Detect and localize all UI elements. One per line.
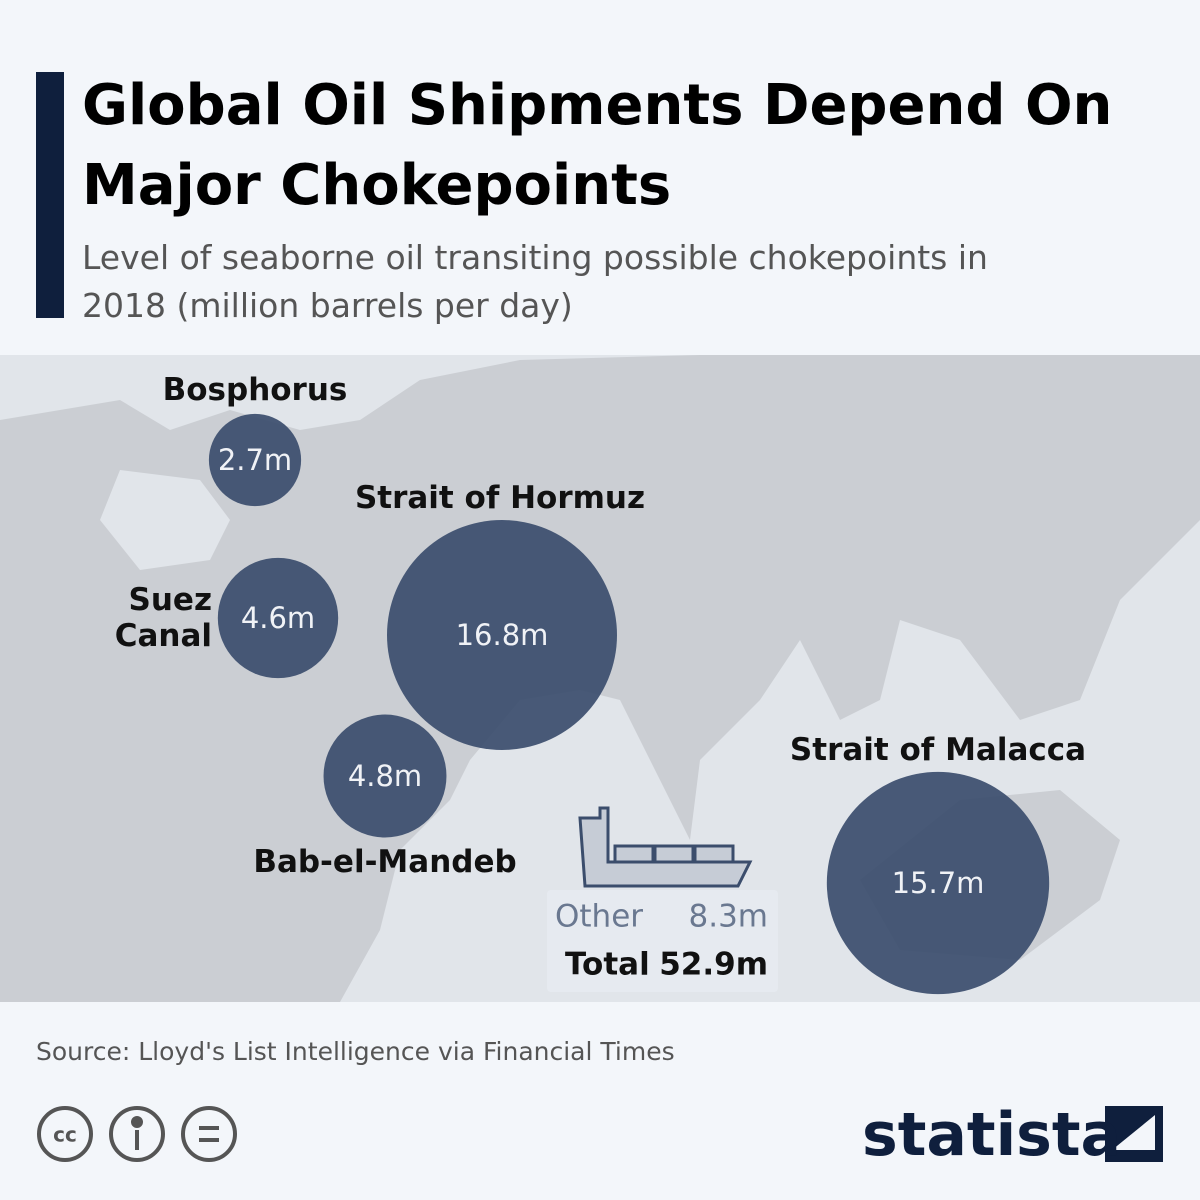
value-label: 15.7m	[892, 866, 985, 900]
svg-text:cc: cc	[53, 1123, 77, 1147]
summary-value: 52.9m	[659, 947, 768, 983]
chokepoint-label: Suez Canal	[114, 582, 212, 654]
bubble	[387, 520, 617, 750]
ship-icon	[547, 806, 778, 992]
bubble	[208, 413, 302, 507]
sea	[100, 470, 230, 570]
title-bar	[36, 72, 64, 318]
brand: statista	[862, 1100, 1122, 1170]
brand-logo	[1105, 1106, 1163, 1162]
chart-subtitle: Level of seaborne oil transiting possibl…	[82, 238, 988, 325]
chokepoint-label: Strait of Hormuz	[354, 480, 646, 516]
summary-value: 8.3m	[689, 899, 769, 935]
summary-label: Other	[555, 899, 643, 935]
chokepoint-label: Bosphorus	[162, 372, 348, 408]
cc-icons: cc	[37, 1106, 237, 1162]
value-label: 4.8m	[348, 759, 422, 793]
bubble	[217, 557, 339, 679]
value-label: 2.7m	[218, 443, 292, 477]
bubble	[323, 714, 447, 838]
value-label: 16.8m	[456, 618, 549, 652]
chart-title: Global Oil Shipments Depend On Major Cho…	[82, 73, 1113, 218]
chokepoint-label: Bab-el-Mandeb	[253, 844, 517, 880]
bubble	[826, 771, 1050, 995]
source: Source: Lloyd's List Intelligence via Fi…	[36, 1037, 675, 1066]
summary-label: Total	[565, 947, 650, 983]
value-label: 4.6m	[241, 601, 315, 635]
chokepoint-label: Strait of Malacca	[789, 732, 1087, 768]
